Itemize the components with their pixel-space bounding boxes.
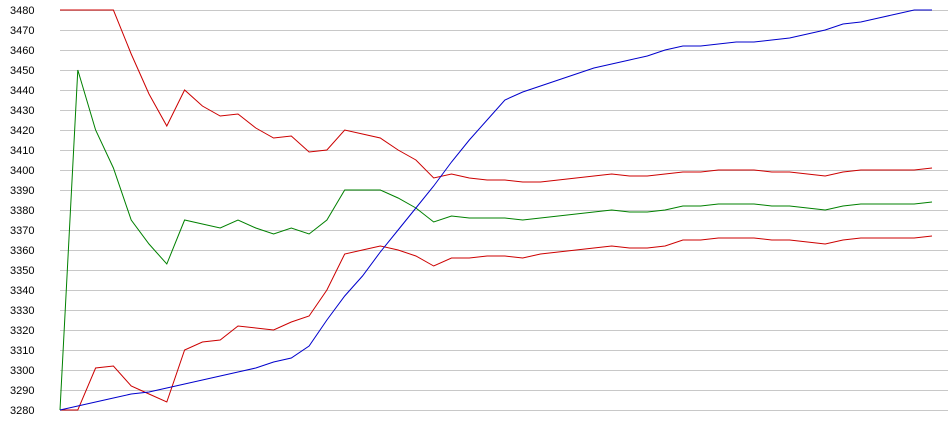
- y-tick-label: 3430: [10, 105, 34, 117]
- y-axis-tick-labels: 3280 3290 3300 3310 3320 3330 3340 3350 3360 3370…: [10, 5, 34, 417]
- y-tick-label: 3400: [10, 165, 34, 177]
- y-tick-label: 3420: [10, 125, 34, 137]
- series-line-2: [60, 235, 933, 411]
- y-tick-label: 3440: [10, 85, 34, 97]
- y-tick-label: 3280: [10, 405, 34, 417]
- y-tick-label: 3450: [10, 65, 34, 77]
- y-tick-label: 3370: [10, 225, 34, 237]
- y-tick-label: 3480: [10, 5, 34, 17]
- y-tick-label: 3410: [10, 145, 34, 157]
- y-tick-label: 3340: [10, 285, 34, 297]
- grid-lines: [60, 10, 948, 411]
- y-tick-label: 3330: [10, 305, 34, 317]
- y-tick-label: 3320: [10, 325, 34, 337]
- series-line-1: [60, 9, 933, 183]
- series-line-3: [59, 69, 933, 411]
- y-tick-label: 3470: [10, 25, 34, 37]
- y-tick-label: 3460: [10, 45, 34, 57]
- y-tick-label: 3300: [10, 365, 34, 377]
- y-tick-label: 3350: [10, 265, 34, 277]
- y-tick-label: 3360: [10, 245, 34, 257]
- series-lines: [59, 9, 933, 411]
- y-tick-label: 3390: [10, 185, 34, 197]
- y-tick-label: 3290: [10, 385, 34, 397]
- series-line-4: [59, 9, 932, 411]
- y-tick-label: 3310: [10, 345, 34, 357]
- y-tick-label: 3380: [10, 205, 34, 217]
